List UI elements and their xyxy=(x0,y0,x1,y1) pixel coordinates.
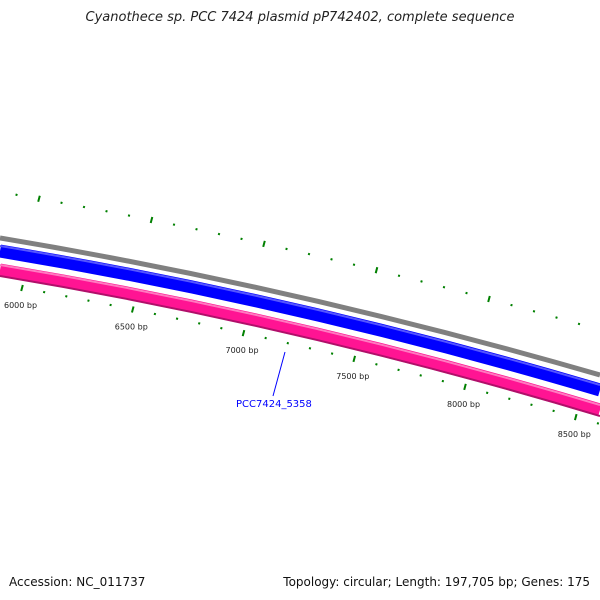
tick-label: 6000 bp xyxy=(4,301,37,310)
major-tick xyxy=(130,306,135,313)
tick-label: 7500 bp xyxy=(336,372,369,381)
minor-tick xyxy=(105,209,108,213)
minor-tick xyxy=(153,312,157,316)
minor-tick xyxy=(530,403,533,407)
minor-tick xyxy=(532,310,536,313)
tick-label: 8000 bp xyxy=(447,400,480,409)
tick-label: 6500 bp xyxy=(115,322,148,331)
minor-tick xyxy=(220,326,223,330)
minor-tick xyxy=(577,322,581,326)
tick-label: 8500 bp xyxy=(558,430,591,439)
minor-tick xyxy=(555,316,558,319)
major-tick xyxy=(149,216,154,224)
minor-tick xyxy=(82,205,86,209)
gene-label-leader xyxy=(272,351,286,397)
reverse-strand-shadow xyxy=(0,275,600,417)
minor-tick xyxy=(442,285,446,289)
minor-tick xyxy=(127,214,131,217)
reverse-strand-highlight xyxy=(0,264,600,406)
minor-tick xyxy=(596,422,600,425)
forward-strand-highlight xyxy=(0,245,600,386)
backbone-ring xyxy=(0,235,600,378)
minor-tick xyxy=(285,247,288,251)
minor-tick xyxy=(197,322,201,325)
major-tick xyxy=(262,240,266,248)
minor-tick xyxy=(419,374,422,377)
minor-tick xyxy=(109,303,112,307)
minor-tick xyxy=(286,341,290,345)
minor-tick xyxy=(508,397,511,401)
minor-tick xyxy=(397,274,401,278)
minor-tick xyxy=(397,368,400,372)
map-title: Cyanothece sp. PCC 7424 plasmid pP742402… xyxy=(85,10,515,25)
major-tick xyxy=(352,355,357,363)
minor-tick xyxy=(240,237,243,241)
minor-tick xyxy=(42,290,46,294)
minor-tick xyxy=(195,227,198,231)
minor-tick xyxy=(510,303,513,307)
minor-tick xyxy=(217,232,221,236)
minor-tick xyxy=(330,352,334,355)
tick-label: 7000 bp xyxy=(226,346,259,355)
minor-tick xyxy=(175,317,179,320)
forward-strand-gene[interactable] xyxy=(0,244,600,397)
major-tick xyxy=(573,413,578,421)
topology-summary: Topology: circular; Length: 197,705 bp; … xyxy=(283,575,590,589)
minor-tick xyxy=(87,299,90,302)
minor-tick xyxy=(441,379,445,383)
minor-tick xyxy=(420,280,423,283)
major-tick xyxy=(463,383,467,391)
minor-tick xyxy=(65,295,68,298)
minor-tick xyxy=(465,291,468,295)
major-tick xyxy=(37,195,41,203)
minor-tick xyxy=(15,193,18,197)
minor-tick xyxy=(375,363,378,366)
minor-tick xyxy=(264,336,267,340)
minor-tick xyxy=(552,409,555,413)
reverse-strand-gene[interactable] xyxy=(0,263,600,417)
accession-text: Accession: NC_011737 xyxy=(9,575,146,589)
minor-tick xyxy=(307,252,311,256)
minor-tick xyxy=(60,201,63,205)
minor-tick xyxy=(308,347,312,350)
minor-tick xyxy=(330,258,333,261)
minor-tick xyxy=(172,223,176,226)
major-tick xyxy=(20,284,24,292)
minor-tick xyxy=(352,263,356,266)
gene-label[interactable]: PCC7424_5358 xyxy=(236,399,312,410)
major-tick xyxy=(241,329,246,337)
major-tick xyxy=(487,295,491,303)
major-tick xyxy=(374,266,379,274)
minor-tick xyxy=(485,391,489,395)
